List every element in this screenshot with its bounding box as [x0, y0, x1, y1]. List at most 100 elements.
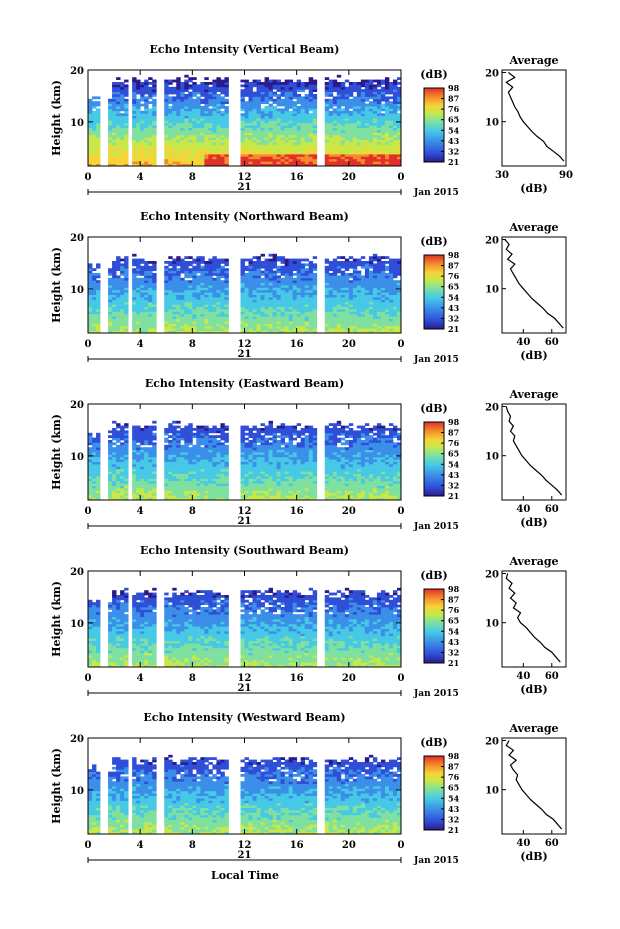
- heatmap-cell: [140, 476, 145, 479]
- heatmap-cell: [172, 277, 177, 281]
- heatmap-cell: [372, 84, 378, 88]
- heatmap-cell: [388, 297, 394, 300]
- heatmap-cell: [172, 473, 177, 477]
- heatmap-cell: [244, 127, 249, 131]
- heatmap-cell: [312, 289, 318, 293]
- heatmap-cell: [324, 113, 330, 116]
- heatmap-cell: [376, 163, 382, 167]
- heatmap-cell: [352, 268, 358, 271]
- heatmap-cell: [152, 79, 157, 83]
- heatmap-cell: [152, 115, 157, 119]
- heatmap-cell: [356, 125, 362, 128]
- heatmap-cell: [348, 130, 354, 133]
- heatmap-cell: [116, 292, 121, 295]
- heatmap-cell: [140, 154, 145, 157]
- heatmap-cell: [148, 275, 153, 279]
- heatmap-cell: [196, 122, 201, 126]
- heatmap-cell: [368, 273, 374, 276]
- heatmap-cell: [308, 154, 314, 157]
- heatmap-cell: [296, 156, 302, 160]
- heatmap-cell: [280, 282, 286, 286]
- heatmap-cell: [396, 268, 402, 271]
- heatmap-cell: [176, 476, 181, 479]
- heatmap-cell: [196, 304, 201, 307]
- heatmap-cell: [120, 142, 125, 145]
- heatmap-cell: [248, 96, 253, 100]
- heatmap-cell: [152, 318, 157, 322]
- heatmap-cell: [116, 142, 121, 145]
- heatmap-cell: [276, 142, 282, 145]
- heatmap-cell: [88, 299, 93, 303]
- heatmap-cell: [196, 146, 201, 150]
- heatmap-cell: [132, 461, 137, 465]
- heatmap-cell: [144, 101, 149, 104]
- heatmap-cell: [172, 425, 177, 429]
- heatmap-cell: [176, 294, 181, 298]
- heatmap-cell: [144, 478, 149, 482]
- heatmap-cell: [168, 91, 173, 95]
- heatmap-cell: [148, 299, 153, 303]
- heatmap-cell: [304, 156, 310, 160]
- heatmap-cell: [380, 94, 386, 97]
- heatmap-cell: [360, 122, 366, 126]
- heatmap-cell: [288, 127, 294, 131]
- heatmap-cell: [204, 263, 209, 267]
- heatmap-cell: [348, 294, 354, 298]
- heatmap-cell: [112, 110, 117, 114]
- heatmap-cell: [188, 299, 193, 303]
- heatmap-cell: [192, 146, 197, 150]
- heatmap-cell: [244, 86, 249, 90]
- heatmap-cell: [212, 137, 217, 140]
- heatmap-cell: [312, 268, 318, 271]
- heatmap-cell: [364, 125, 370, 128]
- heatmap-cell: [124, 273, 129, 276]
- heatmap-cell: [292, 113, 298, 116]
- heatmap-cell: [380, 98, 386, 102]
- heatmap-cell: [368, 258, 374, 262]
- heatmap-cell: [224, 144, 229, 148]
- heatmap-cell: [140, 330, 145, 334]
- heatmap-cell: [212, 146, 217, 150]
- heatmap-cell: [360, 125, 366, 128]
- heatmap-cell: [192, 273, 197, 276]
- heatmap-cell: [144, 161, 149, 164]
- heatmap-cell: [352, 306, 358, 310]
- heatmap-cell: [144, 151, 149, 155]
- heatmap-cell: [276, 321, 282, 324]
- heatmap-cell: [152, 137, 157, 140]
- heatmap-cell: [120, 289, 125, 293]
- heatmap-cell: [356, 156, 362, 160]
- heatmap-cell: [284, 122, 290, 126]
- heatmap-cell: [332, 89, 338, 92]
- heatmap-cell: [124, 423, 129, 426]
- heatmap-cell: [124, 301, 129, 305]
- heatmap-cell: [332, 103, 338, 107]
- heatmap-cell: [384, 161, 390, 164]
- heatmap-cell: [208, 330, 213, 334]
- heatmap-cell: [136, 103, 141, 107]
- heatmap-cell: [108, 468, 113, 472]
- heatmap-cell: [344, 103, 350, 107]
- heatmap-cell: [180, 110, 185, 114]
- heatmap-cell: [240, 91, 245, 95]
- heatmap-cell: [288, 118, 294, 121]
- heatmap-cell: [192, 328, 197, 331]
- heatmap-cell: [368, 161, 374, 164]
- heatmap-cell: [164, 82, 169, 85]
- heatmap-cell: [248, 91, 253, 95]
- heatmap-cell: [308, 273, 314, 276]
- heatmap-cell: [124, 449, 129, 453]
- heatmap-cell: [304, 146, 310, 150]
- heatmap-cell: [212, 292, 217, 295]
- heatmap-cell: [88, 485, 93, 489]
- heatmap-cell: [308, 113, 314, 116]
- heatmap-cell: [380, 163, 386, 167]
- heatmap-cell: [264, 144, 269, 148]
- heatmap-cell: [140, 440, 145, 443]
- heatmap-cell: [144, 449, 149, 453]
- heatmap-cell: [108, 156, 113, 160]
- heatmap-cell: [112, 132, 117, 136]
- heatmap-cell: [144, 142, 149, 145]
- heatmap-cell: [132, 89, 137, 92]
- heatmap-cell: [264, 120, 269, 124]
